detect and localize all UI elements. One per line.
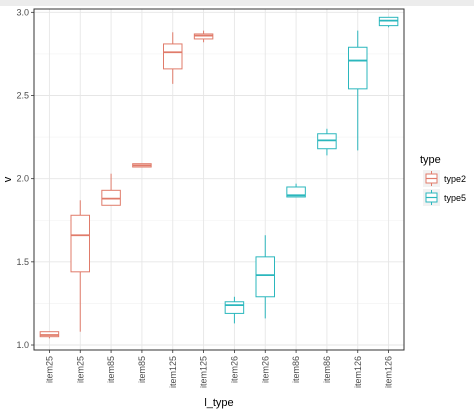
box-type5 [378,16,399,28]
box-body [286,186,306,198]
x-axis: item25 item25 item85 item85 item125 item125 it… [44,350,394,388]
x-tick-label: item26 [260,356,270,383]
x-tick-label: item86 [322,356,332,383]
box-group [39,16,399,339]
y-axis: 1.0 1.5 2.0 2.5 3.0 [16,7,34,350]
x-tick-label: item25 [44,356,54,383]
y-tick-label: 1.0 [16,340,29,350]
y-tick-label: 3.0 [16,7,29,17]
x-tick-label: item126 [353,356,363,388]
box-type5 [255,235,275,319]
minor-gridlines [34,53,404,304]
x-tick-label: item126 [384,356,394,388]
x-tick-label: item125 [199,356,209,388]
panel-border [33,8,405,351]
y-axis-title: v [2,176,14,182]
legend-label-type5: type5 [444,193,466,203]
box-body [348,46,368,90]
x-tick-label: item125 [168,356,178,388]
x-axis-title: l_type [204,397,233,409]
box-type2 [70,200,90,332]
box-type2 [163,32,183,84]
box-type2 [132,163,152,168]
box-body [70,214,90,273]
box-type5 [224,296,245,324]
box-body [224,301,245,314]
x-tick-label: item26 [229,356,239,383]
box-type2 [193,30,214,43]
legend: type type2 type5 [420,154,466,206]
box-type5 [286,183,306,198]
box-body [255,256,275,298]
plot-background [0,6,474,420]
y-tick-label: 2.0 [16,174,29,184]
x-tick-label: item85 [106,356,116,383]
box-body [163,43,183,70]
x-tick-label: item25 [75,356,85,383]
x-tick-label: item86 [291,356,301,383]
legend-label-type2: type2 [444,174,466,184]
legend-title: type [420,154,441,166]
box-type5 [348,30,368,151]
x-tick-label: item85 [137,356,147,383]
y-tick-label: 1.5 [16,257,29,267]
y-tick-label: 2.5 [16,90,29,100]
box-type2 [101,173,121,206]
box-type5 [317,128,337,156]
box-type2 [39,331,60,339]
